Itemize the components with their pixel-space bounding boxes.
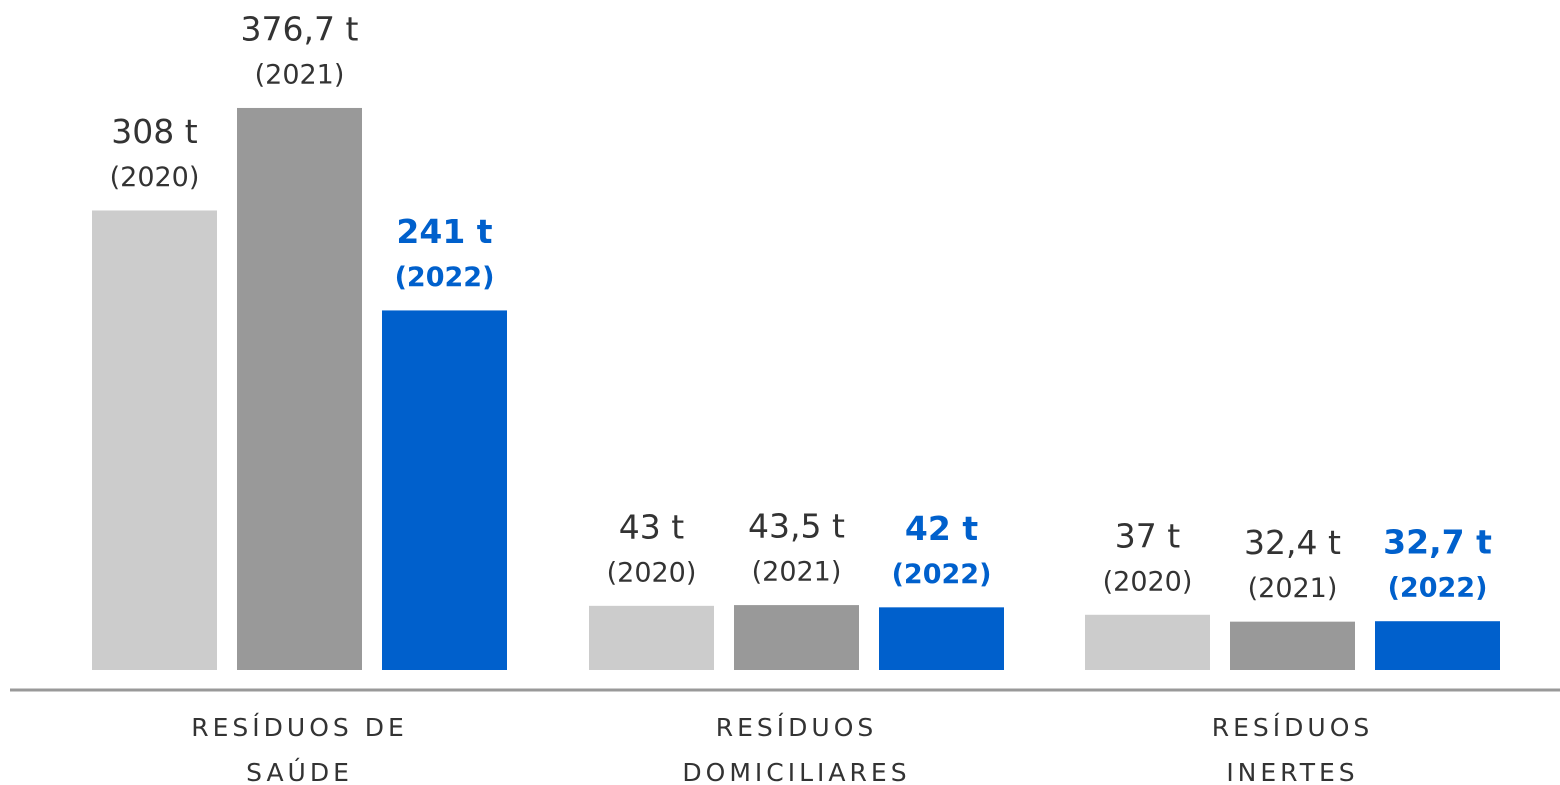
value-label: 32,4 t bbox=[1244, 523, 1341, 562]
value-label: 43,5 t bbox=[748, 507, 845, 546]
year-label: (2020) bbox=[110, 162, 200, 193]
bar bbox=[879, 607, 1004, 670]
bar bbox=[1230, 621, 1355, 670]
value-label: 43 t bbox=[619, 507, 684, 546]
value-label: 241 t bbox=[396, 212, 492, 251]
category-label: SAÚDE bbox=[246, 757, 353, 785]
year-label: (2020) bbox=[1103, 566, 1193, 597]
value-label: 42 t bbox=[905, 509, 978, 548]
year-label: (2022) bbox=[892, 559, 992, 590]
bar bbox=[237, 107, 362, 670]
bar bbox=[1375, 621, 1500, 670]
category-label: RESÍDUOS bbox=[1212, 713, 1374, 742]
value-label: 32,7 t bbox=[1383, 523, 1492, 562]
bar bbox=[589, 605, 714, 670]
year-label: (2020) bbox=[607, 557, 697, 588]
bar bbox=[92, 210, 217, 671]
year-label: (2022) bbox=[1388, 573, 1488, 604]
value-label: 37 t bbox=[1115, 516, 1180, 555]
category-label: RESÍDUOS DE bbox=[191, 713, 408, 742]
value-label: 376,7 t bbox=[241, 9, 359, 48]
category-label: RESÍDUOS bbox=[716, 713, 878, 742]
year-label: (2021) bbox=[1248, 573, 1338, 604]
bar bbox=[1085, 614, 1210, 670]
bar bbox=[382, 310, 507, 670]
year-label: (2021) bbox=[752, 557, 842, 588]
category-label: DOMICILIARES bbox=[682, 758, 910, 785]
year-label: (2021) bbox=[255, 59, 345, 90]
category-label: INERTES bbox=[1226, 758, 1358, 785]
year-label: (2022) bbox=[395, 262, 495, 293]
value-label: 308 t bbox=[111, 112, 197, 151]
bar bbox=[734, 605, 859, 670]
